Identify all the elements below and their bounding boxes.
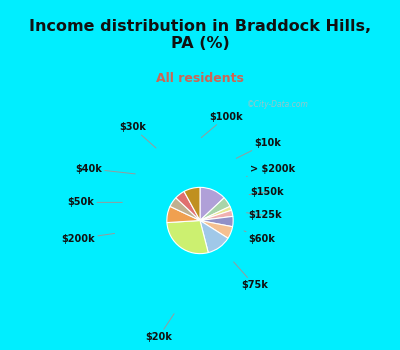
Text: $20k: $20k: [145, 314, 174, 342]
Wedge shape: [200, 220, 232, 238]
Wedge shape: [184, 187, 200, 220]
Text: $150k: $150k: [249, 187, 284, 197]
Wedge shape: [200, 187, 224, 220]
Text: $60k: $60k: [244, 231, 276, 244]
Wedge shape: [200, 206, 232, 220]
Text: $75k: $75k: [234, 262, 268, 290]
Wedge shape: [176, 191, 200, 220]
Text: Income distribution in Braddock Hills,
PA (%): Income distribution in Braddock Hills, P…: [29, 19, 371, 51]
Text: $40k: $40k: [75, 164, 135, 174]
Wedge shape: [200, 198, 230, 220]
Text: $30k: $30k: [119, 122, 156, 148]
Wedge shape: [200, 216, 233, 227]
Text: $100k: $100k: [201, 112, 243, 138]
Wedge shape: [200, 210, 233, 220]
Text: $50k: $50k: [68, 197, 122, 207]
Text: All residents: All residents: [156, 72, 244, 85]
Bar: [0, 348, 400, 350]
Bar: [390, 91, 400, 350]
Bar: [0, 91, 10, 350]
Text: $125k: $125k: [247, 210, 282, 220]
Text: $10k: $10k: [236, 138, 281, 158]
Wedge shape: [170, 198, 200, 220]
Wedge shape: [167, 220, 208, 254]
Wedge shape: [167, 206, 200, 223]
Text: ©City-Data.com: ©City-Data.com: [247, 99, 308, 108]
Text: > $200k: > $200k: [247, 164, 295, 176]
Wedge shape: [200, 220, 228, 253]
Text: $200k: $200k: [62, 233, 114, 244]
